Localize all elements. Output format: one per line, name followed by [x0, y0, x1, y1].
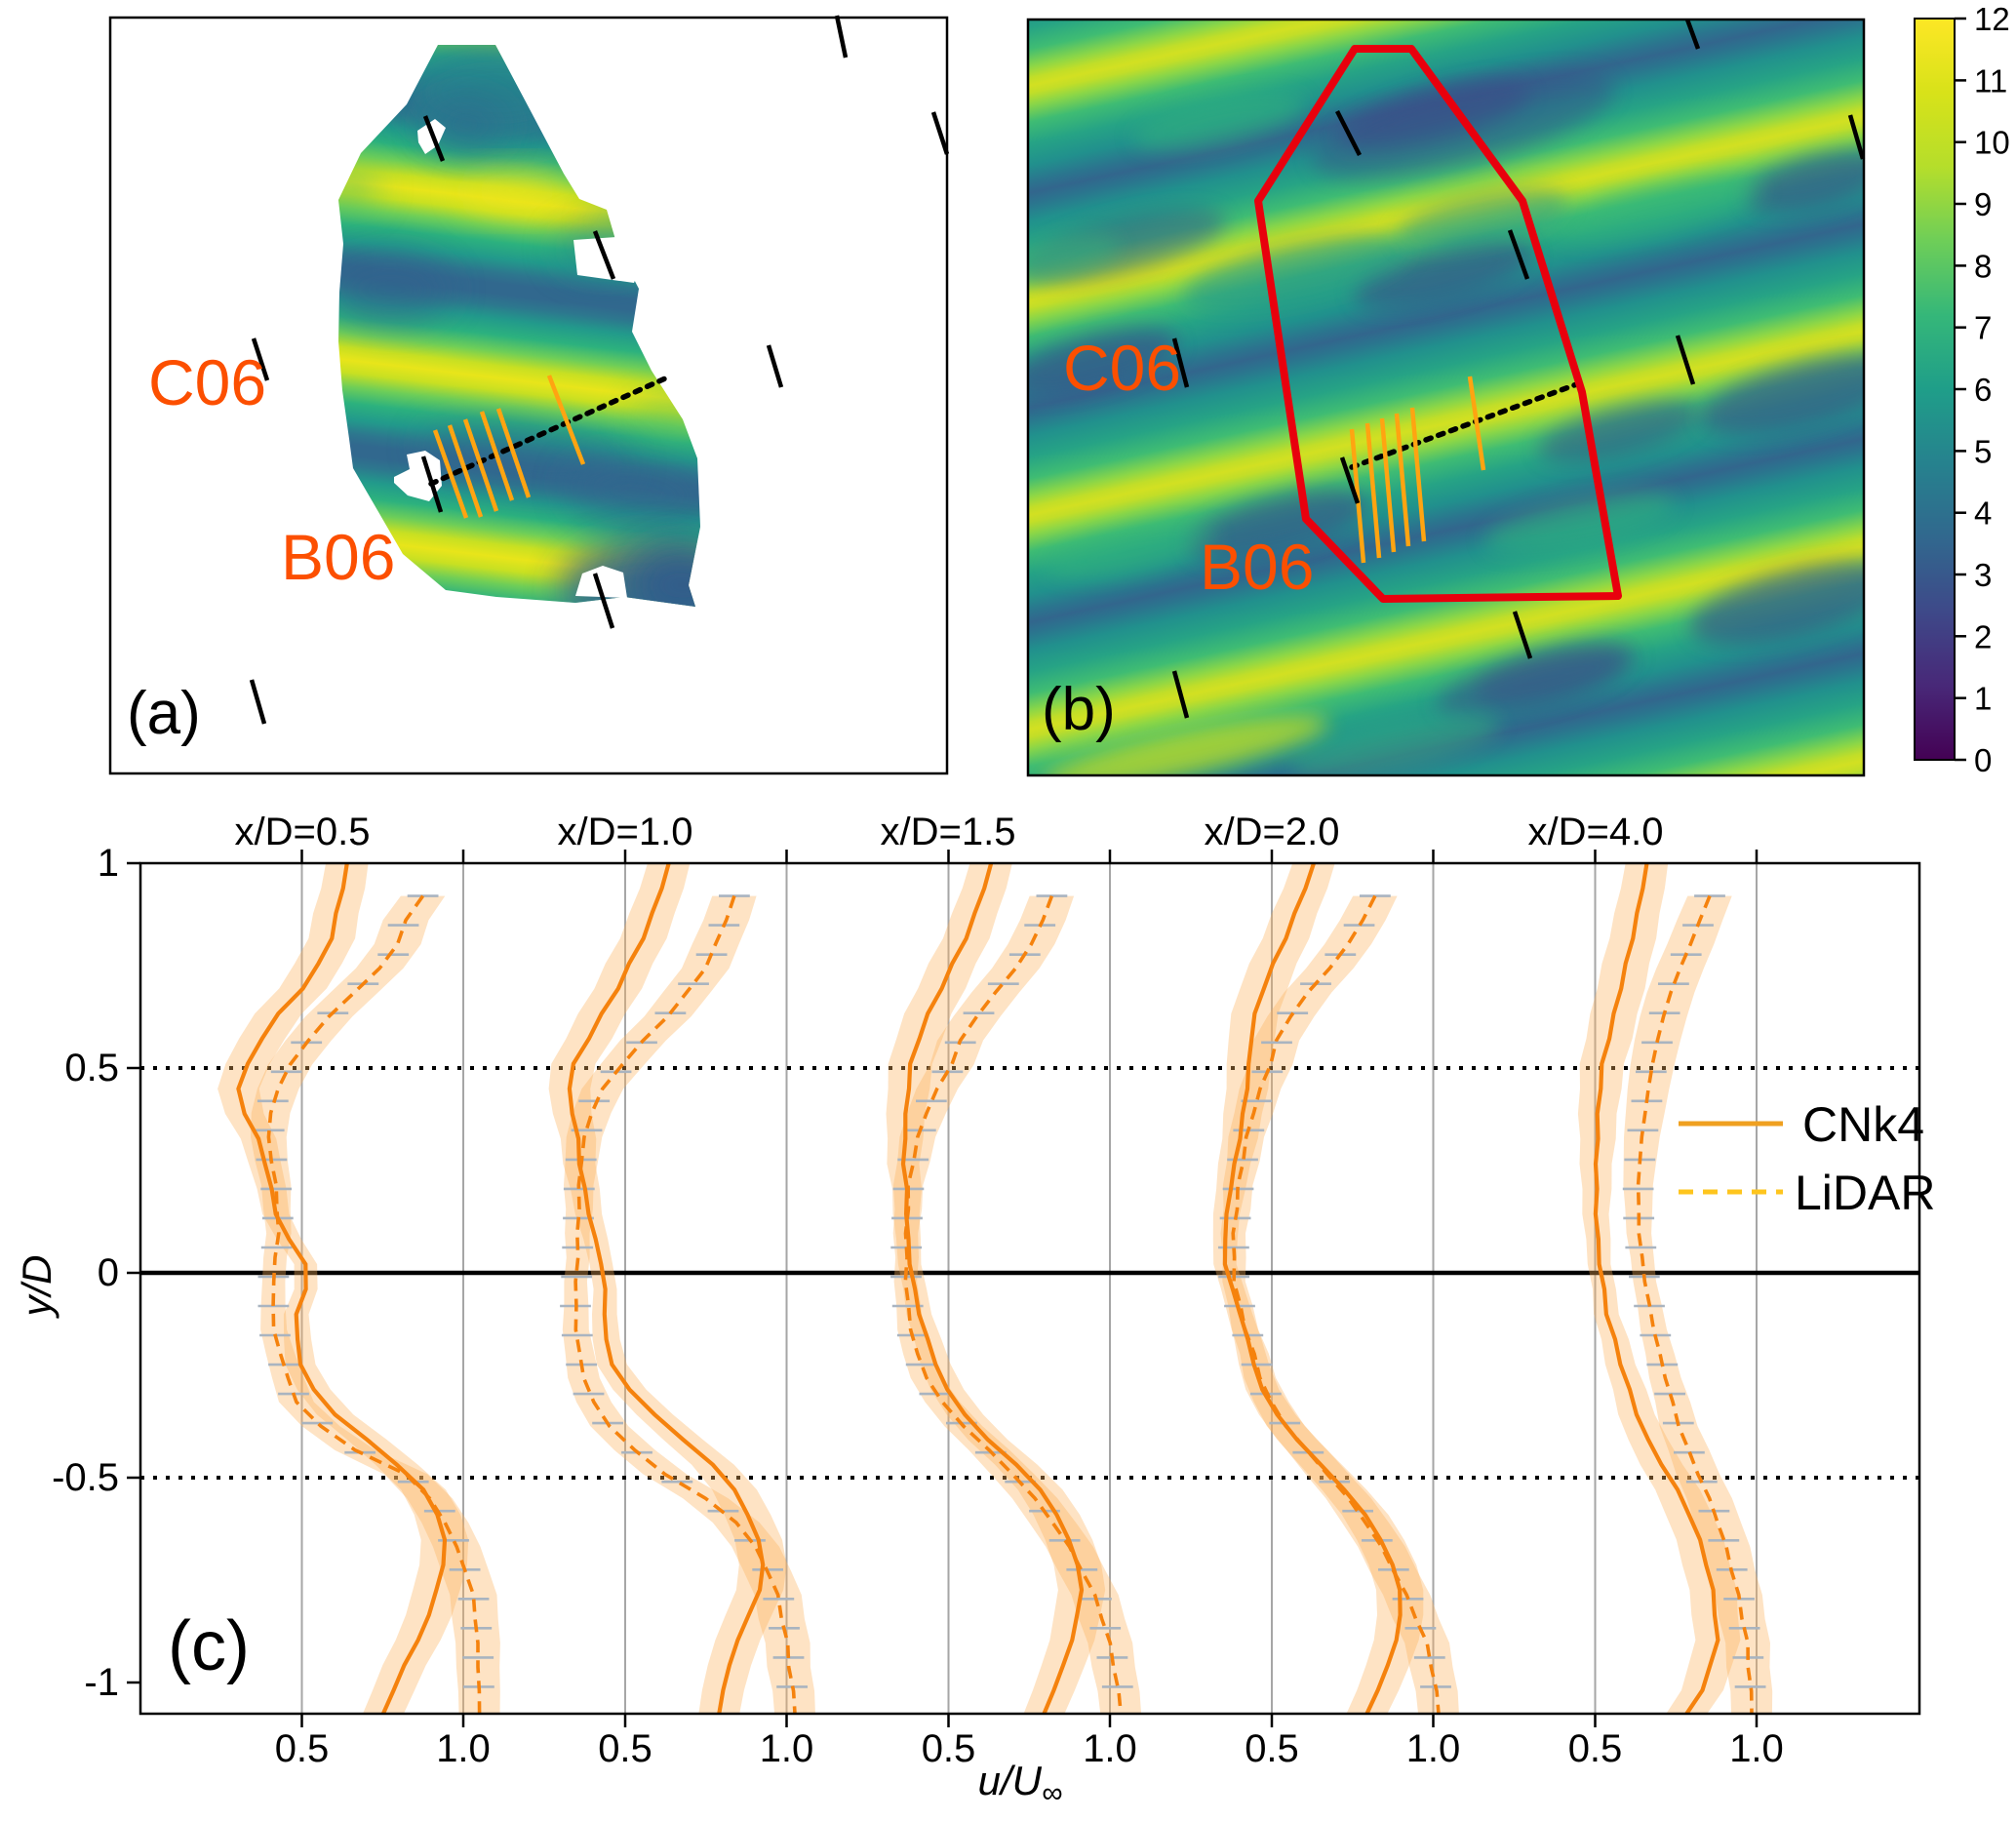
- svg-text:2: 2: [1974, 618, 1992, 654]
- svg-text:1.0: 1.0: [1729, 1727, 1784, 1770]
- svg-text:x/D=2.0: x/D=2.0: [1205, 811, 1340, 853]
- svg-text:1.0: 1.0: [1083, 1727, 1137, 1770]
- svg-text:0: 0: [98, 1251, 119, 1294]
- svg-text:7: 7: [1974, 310, 1992, 346]
- svg-text:y/D: y/D: [14, 1255, 59, 1320]
- svg-text:B06: B06: [281, 521, 395, 593]
- svg-text:0.5: 0.5: [1568, 1727, 1623, 1770]
- svg-text:(c): (c): [168, 1607, 250, 1685]
- svg-text:0.5: 0.5: [922, 1727, 976, 1770]
- svg-text:8: 8: [1974, 248, 1992, 284]
- svg-text:1.0: 1.0: [436, 1727, 491, 1770]
- svg-text:1: 1: [1974, 681, 1992, 717]
- svg-text:-0.5: -0.5: [52, 1456, 119, 1499]
- svg-text:10: 10: [1974, 125, 2010, 161]
- svg-text:0.5: 0.5: [1245, 1727, 1299, 1770]
- svg-text:C06: C06: [148, 346, 266, 418]
- svg-text:x/D=0.5: x/D=0.5: [235, 811, 371, 853]
- svg-text:1.0: 1.0: [1406, 1727, 1461, 1770]
- svg-text:(b): (b): [1042, 676, 1116, 743]
- svg-text:3: 3: [1974, 557, 1992, 593]
- svg-text:0.5: 0.5: [64, 1047, 119, 1089]
- svg-text:CNk4: CNk4: [1802, 1097, 1924, 1152]
- svg-text:u/U∞: u/U∞: [978, 1758, 1063, 1809]
- svg-text:5: 5: [1974, 433, 1992, 469]
- svg-text:12: 12: [1974, 1, 2010, 37]
- svg-text:x/D=1.5: x/D=1.5: [881, 811, 1016, 853]
- svg-text:(a): (a): [127, 680, 201, 747]
- svg-text:4: 4: [1974, 495, 1992, 532]
- svg-text:0: 0: [1974, 742, 1992, 778]
- svg-text:-1: -1: [84, 1661, 119, 1704]
- svg-text:x/D=4.0: x/D=4.0: [1528, 811, 1664, 853]
- svg-text:0.5: 0.5: [275, 1727, 330, 1770]
- svg-text:B06: B06: [1200, 531, 1314, 603]
- svg-text:1: 1: [98, 842, 119, 885]
- svg-text:x/D=1.0: x/D=1.0: [558, 811, 693, 853]
- svg-text:1.0: 1.0: [760, 1727, 814, 1770]
- svg-text:11: 11: [1974, 62, 2007, 99]
- svg-text:C06: C06: [1063, 332, 1181, 404]
- svg-text:9: 9: [1974, 186, 1992, 222]
- svg-text:6: 6: [1974, 372, 1992, 408]
- svg-text:LiDAR: LiDAR: [1795, 1166, 1935, 1220]
- svg-text:0.5: 0.5: [598, 1727, 652, 1770]
